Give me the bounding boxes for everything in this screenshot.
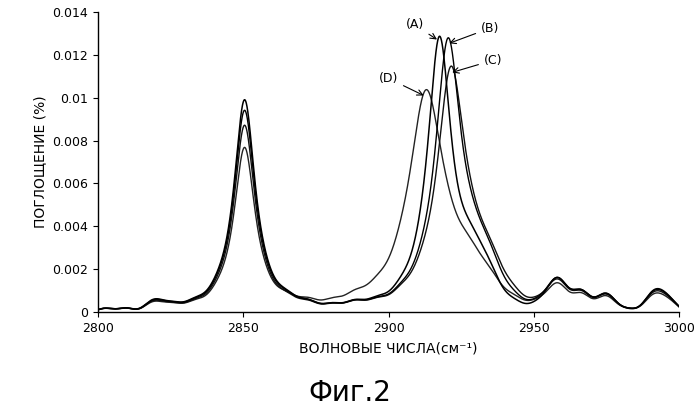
- Text: Фиг.2: Фиг.2: [309, 379, 391, 405]
- X-axis label: ВОЛНОВЫЕ ЧИСЛА(см⁻¹): ВОЛНОВЫЕ ЧИСЛА(см⁻¹): [300, 341, 477, 356]
- Y-axis label: ПОГЛОЩЕНИЕ (%): ПОГЛОЩЕНИЕ (%): [33, 96, 47, 228]
- Text: (C): (C): [454, 54, 503, 73]
- Text: (B): (B): [450, 21, 499, 44]
- Text: (A): (A): [405, 18, 436, 39]
- Text: (D): (D): [379, 72, 423, 95]
